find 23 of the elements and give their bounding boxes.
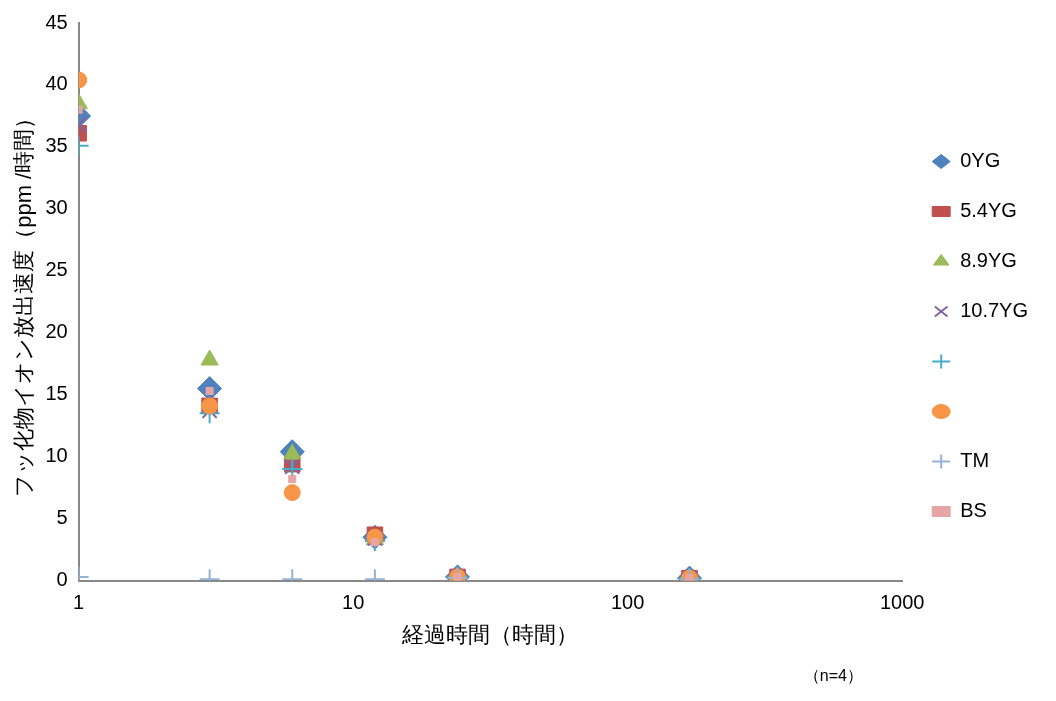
x-tick-label: 10	[342, 591, 365, 614]
y-tick-label: 35	[45, 134, 68, 157]
x-axis-title: 経過時間（時間）	[401, 621, 579, 647]
legend-label: 0YG	[960, 149, 1001, 172]
y-tick-label: 45	[45, 10, 68, 33]
x-tick-label: 1000	[879, 591, 925, 614]
y-tick-label: 25	[45, 258, 68, 281]
y-axis-title: フッ化物イオン放出速度（ppm /時間）	[11, 106, 37, 497]
y-tick-label: 0	[56, 568, 68, 591]
x-tick-label: 100	[610, 591, 645, 614]
y-tick-label: 15	[45, 382, 68, 405]
y-tick-label: 20	[45, 320, 68, 343]
y-tick-label: 5	[56, 506, 68, 529]
legend-label: 8.9YG	[960, 249, 1017, 272]
y-tick-label: 10	[45, 444, 68, 467]
x-tick-label: 1	[73, 591, 85, 614]
legend-label: TM	[960, 449, 990, 472]
y-tick-label: 40	[45, 72, 68, 95]
legend-label: 5.4YG	[960, 199, 1017, 222]
legend-label: 10.7YG	[960, 299, 1029, 322]
text: （n=4）	[803, 667, 863, 685]
legend-label: BS	[960, 499, 987, 522]
y-tick-label: 30	[45, 196, 68, 219]
